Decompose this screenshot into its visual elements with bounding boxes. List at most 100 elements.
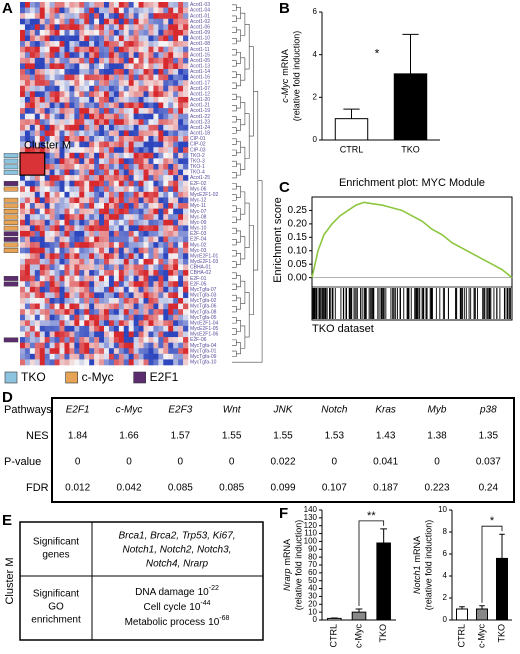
heatmap-cell xyxy=(158,275,164,282)
heatmap-cell xyxy=(29,314,36,321)
heatmap-cell xyxy=(74,29,80,36)
heatmap-cell xyxy=(118,203,125,209)
y-tick-label: 10 xyxy=(308,607,317,616)
heatmap-cell xyxy=(158,24,164,31)
row-label: MycTgfa-08 xyxy=(190,309,217,315)
heatmap-cell xyxy=(64,69,70,75)
heatmap-cell xyxy=(64,303,70,310)
heatmap-cell xyxy=(138,286,144,293)
heatmap-cell xyxy=(168,158,174,165)
heatmap-cell xyxy=(79,208,85,215)
y-axis-label-text: (relative fold induction) xyxy=(293,520,303,611)
heatmap-cell xyxy=(163,281,169,288)
heatmap-cell xyxy=(183,141,189,148)
heatmap-cell xyxy=(59,208,65,215)
heatmap-cell xyxy=(148,214,154,221)
heatmap-cell xyxy=(178,258,184,265)
heatmap-cell xyxy=(178,219,184,226)
heatmap-cell xyxy=(29,57,36,64)
heatmap-cell xyxy=(183,80,189,87)
dendrogram xyxy=(236,297,241,310)
heatmap-cell xyxy=(133,303,139,310)
heatmap-cell xyxy=(104,7,110,14)
heatmap-cell xyxy=(29,124,36,131)
heatmap-cell xyxy=(79,69,85,75)
heatmap-cell xyxy=(59,264,65,271)
y-tick-label: 4 xyxy=(443,571,448,580)
significance-bracket xyxy=(481,525,503,603)
heatmap-cell xyxy=(20,186,26,193)
heatmap-cell xyxy=(133,180,139,187)
heatmap-cell xyxy=(163,141,169,148)
heatmap-cell xyxy=(84,236,90,243)
heatmap-cell xyxy=(99,85,105,92)
heatmap-cell xyxy=(108,24,115,31)
heatmap-cell xyxy=(39,203,46,209)
heatmap-cell xyxy=(24,258,31,265)
x-tick-label: c-Myc xyxy=(353,624,363,648)
heatmap-cell xyxy=(123,253,130,260)
heatmap-cell xyxy=(34,147,41,154)
x-tick-label: CTRL xyxy=(456,624,466,648)
heatmap-cell xyxy=(20,96,26,103)
heatmap-cell xyxy=(138,230,144,237)
heatmap-cell xyxy=(39,208,46,215)
heatmap-cell xyxy=(168,214,174,221)
row-label: MycTgfa-02 xyxy=(190,298,217,304)
heatmap-cell xyxy=(64,225,70,232)
heatmap-cell xyxy=(173,113,179,120)
heatmap-cell xyxy=(113,147,120,154)
heatmap-cell xyxy=(158,342,164,349)
heatmap-cell xyxy=(99,74,105,81)
heatmap-cell xyxy=(99,52,105,59)
heatmap-cell xyxy=(59,85,65,92)
heatmap-cell xyxy=(54,297,60,304)
heatmap-cell xyxy=(54,46,60,53)
heatmap-cell xyxy=(79,264,85,271)
heatmap-cell xyxy=(39,147,46,154)
heatmap-cell xyxy=(29,191,36,198)
heatmap-cell xyxy=(128,180,134,187)
heatmap-cell xyxy=(168,63,174,70)
heatmap-cell xyxy=(79,314,85,321)
heatmap-cell xyxy=(74,113,80,120)
row-label: MycTgfa-01 xyxy=(190,348,217,354)
heatmap-cell xyxy=(104,24,110,31)
dendrogram xyxy=(232,149,237,156)
heatmap-cell xyxy=(158,69,164,75)
legend-label: TKO xyxy=(21,370,46,384)
heatmap-cell xyxy=(29,108,36,114)
heatmap-cell xyxy=(34,331,41,338)
heatmap-cell xyxy=(118,275,125,282)
row-label: CIP-03 xyxy=(190,147,206,153)
heatmap-cell xyxy=(20,331,26,338)
heatmap-cell xyxy=(74,91,80,98)
heatmap-cell xyxy=(108,320,115,327)
heatmap-cell xyxy=(74,175,80,182)
heatmap-cell xyxy=(113,253,120,260)
heatmap-cell xyxy=(79,130,85,137)
heatmap-cell xyxy=(168,119,174,126)
heatmap-cell xyxy=(89,180,95,187)
heatmap-cell xyxy=(128,141,134,148)
heatmap-cell xyxy=(168,108,174,114)
heatmap-cell xyxy=(64,242,70,249)
heatmap-cell xyxy=(113,13,120,20)
heatmap-cell xyxy=(178,63,184,70)
heatmap-cell xyxy=(128,163,134,170)
table-cell: 1.55 xyxy=(273,431,293,442)
heatmap-cell xyxy=(54,63,60,70)
heatmap-cell xyxy=(178,163,184,170)
heatmap-cell xyxy=(99,203,105,209)
heatmap-cell xyxy=(173,325,179,332)
column-header: JNK xyxy=(273,405,294,416)
legend-label: E2F1 xyxy=(150,370,179,384)
heatmap-cell xyxy=(24,275,31,282)
heatmap-cell xyxy=(49,24,55,31)
heatmap-cell xyxy=(173,275,179,282)
heatmap-cell xyxy=(29,29,36,36)
heatmap-cell xyxy=(29,197,36,204)
heatmap-cell xyxy=(84,13,90,20)
heatmap-cell xyxy=(148,337,154,343)
heatmap-cell xyxy=(29,2,36,8)
